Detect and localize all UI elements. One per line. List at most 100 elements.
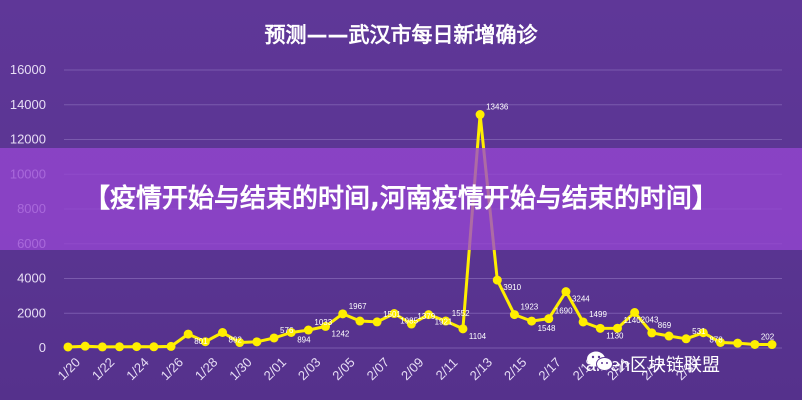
data-point [97, 342, 107, 352]
data-point [372, 317, 382, 327]
x-tick-label: 2/07 [364, 355, 393, 384]
data-label: 1501 [383, 310, 401, 319]
y-tick-label: 16000 [10, 62, 46, 77]
x-tick-label: 1/20 [55, 355, 84, 384]
data-label: 1921 [435, 318, 453, 327]
data-point [406, 319, 416, 329]
data-point [200, 337, 210, 347]
y-tick-label: 14000 [10, 97, 46, 112]
chart-title: 预测——武汉市每日新增确诊 [265, 23, 539, 47]
data-label: 1140 [623, 316, 641, 325]
data-point [458, 324, 468, 334]
data-label: 1130 [606, 331, 624, 340]
data-point [183, 329, 193, 339]
x-tick-label: 2/17 [535, 355, 564, 384]
data-point [767, 340, 777, 350]
data-point [63, 342, 73, 352]
data-label: 13436 [486, 103, 509, 112]
data-point [338, 309, 348, 319]
data-label: 3244 [572, 295, 590, 304]
data-label: 1985 [400, 317, 418, 326]
data-label: 1242 [332, 329, 350, 338]
series-group [63, 110, 777, 352]
data-point [286, 327, 296, 337]
data-label: 3910 [503, 283, 521, 292]
x-tick-label: 1/22 [89, 355, 118, 384]
x-tick-label: 1/28 [192, 355, 221, 384]
data-point [578, 317, 588, 327]
data-point [509, 310, 519, 320]
data-label: 894 [297, 335, 311, 344]
data-point [715, 337, 725, 347]
data-label: 1923 [520, 303, 538, 312]
watermark: aliren区块链联盟 [586, 350, 720, 378]
data-point [303, 325, 313, 335]
data-point [647, 328, 657, 338]
data-label: 1548 [538, 324, 556, 333]
banner-text: 【疫情开始与结束的时间,河南疫情开始与结束的时间】 [84, 184, 718, 214]
data-point [269, 333, 279, 343]
x-tick-label: 2/01 [261, 355, 290, 384]
x-tick-label: 1/24 [123, 355, 152, 384]
x-tick-label: 1/30 [226, 355, 255, 384]
data-point [664, 331, 674, 341]
data-point [321, 321, 331, 331]
title-banner: 【疫情开始与结束的时间,河南疫情开始与结束的时间】 [0, 148, 802, 250]
data-point [492, 275, 502, 285]
watermark-text: aliren区块链联盟 [586, 355, 721, 375]
data-point [561, 287, 571, 297]
data-point [544, 314, 554, 324]
data-point [527, 316, 537, 326]
data-point [252, 337, 262, 347]
x-tick-label: 2/09 [398, 355, 427, 384]
data-point [424, 310, 434, 320]
data-label: 202 [761, 332, 775, 341]
data-label: 801 [194, 337, 208, 346]
data-point [681, 334, 691, 344]
data-label: 1499 [589, 310, 607, 319]
data-label: 892 [229, 336, 243, 345]
data-point [595, 323, 605, 333]
data-label: 1033 [314, 318, 332, 327]
y-tick-label: 12000 [10, 132, 46, 147]
x-tick-label: 2/03 [295, 355, 324, 384]
data-point [355, 316, 365, 326]
data-label: 1690 [555, 307, 573, 316]
data-point [132, 342, 142, 352]
x-tick-label: 2/05 [329, 355, 358, 384]
data-point [166, 341, 176, 351]
data-label: 2043 [641, 316, 659, 325]
data-label: 531 [692, 327, 706, 336]
data-point [149, 342, 159, 352]
data-label: 1379 [417, 312, 435, 321]
data-label: 1967 [349, 302, 367, 311]
data-point [80, 341, 90, 351]
data-point [612, 323, 622, 333]
data-label: 576 [280, 326, 294, 335]
data-point [630, 308, 640, 318]
data-point [441, 316, 451, 326]
data-point [750, 339, 760, 349]
data-point [218, 328, 228, 338]
x-tick-label: 2/15 [501, 355, 530, 384]
data-point [389, 309, 399, 319]
data-label: 878 [709, 336, 723, 345]
wechat-icon [587, 351, 613, 371]
data-label: 869 [658, 321, 672, 330]
x-tick-label: 2/13 [467, 355, 496, 384]
data-point [733, 338, 743, 348]
data-point [235, 338, 245, 348]
data-point [115, 342, 125, 352]
y-tick-label: 4000 [17, 271, 46, 286]
data-point [475, 110, 485, 120]
y-tick-label: 0 [39, 340, 46, 355]
y-tick-label: 2000 [17, 305, 46, 320]
data-label: 1552 [452, 309, 470, 318]
x-tick-label: 1/26 [158, 355, 187, 384]
data-point [698, 328, 708, 338]
x-tick-label: 2/11 [433, 355, 461, 383]
data-label: 1104 [469, 332, 487, 341]
